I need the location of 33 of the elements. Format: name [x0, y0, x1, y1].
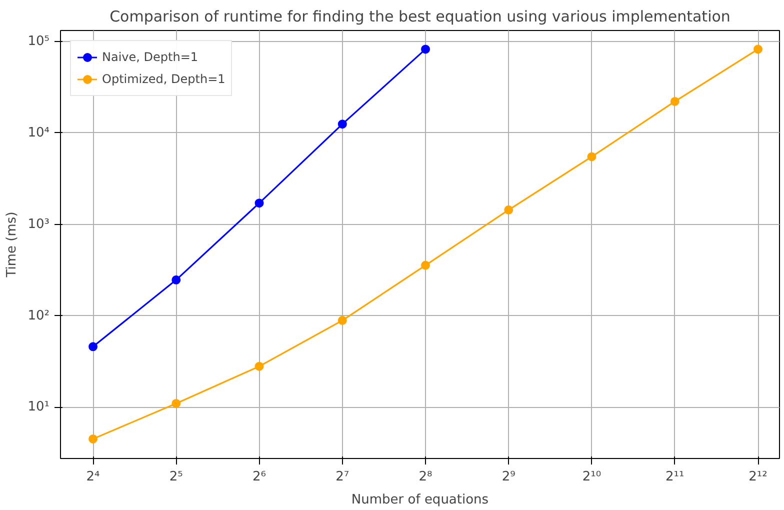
point	[88, 342, 98, 352]
point	[338, 120, 347, 129]
legend-label: Naive, Depth=1	[102, 50, 198, 64]
x-axis-title: Number of equations	[351, 492, 489, 508]
point	[338, 316, 347, 325]
point	[670, 96, 680, 106]
point	[504, 205, 514, 214]
point	[172, 398, 181, 408]
point	[254, 198, 264, 208]
x-tick-label: 2⁷	[336, 470, 350, 484]
x-tick-label: 2¹²	[748, 470, 768, 484]
x-tick-label: 2⁴	[86, 470, 100, 484]
y-tick-label: 10³	[28, 216, 50, 232]
y-tick-label: 10⁵	[28, 34, 50, 50]
point	[172, 275, 181, 284]
x-tick-label: 2⁹	[502, 470, 516, 484]
y-tick-label: 10²	[28, 308, 50, 324]
x-tick-label: 2⁶	[252, 470, 266, 484]
x-tick-label: 2⁵	[169, 470, 183, 484]
x-tick-label: 2¹¹	[666, 470, 684, 484]
x-tick-label: 2¹⁰	[582, 470, 602, 484]
y-axis-title: Time (ms)	[4, 212, 20, 278]
legend-label: Optimized, Depth=1	[102, 72, 226, 86]
point	[254, 362, 264, 371]
point	[587, 152, 596, 162]
chart-title: Comparison of runtime for finding the best equation using various implementation	[110, 8, 730, 26]
point	[421, 44, 430, 54]
y-tick-label: 10⁴	[28, 125, 50, 140]
x-tick-label: 2⁸	[418, 470, 432, 484]
point	[88, 434, 98, 444]
y-tick-label: 10¹	[28, 400, 50, 415]
point	[754, 44, 763, 54]
point	[421, 260, 430, 270]
